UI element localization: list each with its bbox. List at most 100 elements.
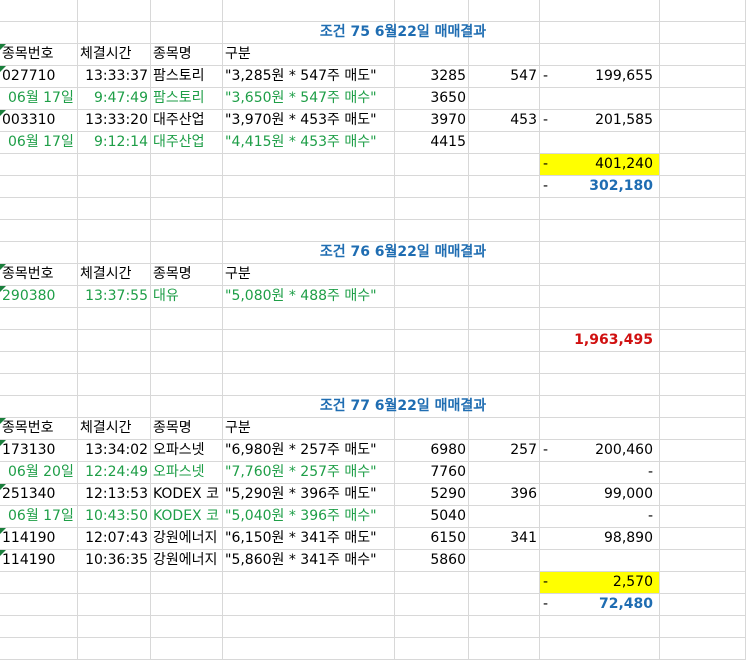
- cell[interactable]: [223, 352, 395, 374]
- cell[interactable]: [78, 572, 151, 594]
- cell[interactable]: [660, 572, 746, 594]
- cell[interactable]: [540, 286, 660, 308]
- cell[interactable]: [395, 176, 469, 198]
- cell[interactable]: [540, 418, 660, 440]
- cell[interactable]: [469, 154, 540, 176]
- cell[interactable]: [540, 550, 660, 572]
- cell[interactable]: 173130: [0, 440, 78, 462]
- cell[interactable]: [469, 242, 540, 264]
- cell[interactable]: "5,860원 * 341주 매수": [223, 550, 395, 572]
- cell[interactable]: 12:24:49: [78, 462, 151, 484]
- cell[interactable]: [540, 638, 660, 660]
- cell[interactable]: [540, 264, 660, 286]
- cell[interactable]: [223, 176, 395, 198]
- cell[interactable]: [469, 0, 540, 22]
- cell[interactable]: [78, 220, 151, 242]
- cell[interactable]: 4415: [395, 132, 469, 154]
- cell[interactable]: 구분: [223, 418, 395, 440]
- cell[interactable]: 팜스토리: [151, 88, 223, 110]
- cell[interactable]: [469, 220, 540, 242]
- cell[interactable]: 251340: [0, 484, 78, 506]
- cell[interactable]: "7,760원 * 257주 매수": [223, 462, 395, 484]
- cell[interactable]: - 200,460: [540, 440, 660, 462]
- cell[interactable]: [469, 88, 540, 110]
- cell[interactable]: [660, 330, 746, 352]
- cell[interactable]: [540, 616, 660, 638]
- cell[interactable]: [469, 638, 540, 660]
- cell[interactable]: 대유: [151, 286, 223, 308]
- cell[interactable]: [78, 176, 151, 198]
- cell[interactable]: [540, 308, 660, 330]
- cell[interactable]: "5,080원 * 488주 매수": [223, 286, 395, 308]
- cell[interactable]: [223, 330, 395, 352]
- cell[interactable]: [78, 396, 151, 418]
- cell[interactable]: "3,285원 * 547주 매도": [223, 66, 395, 88]
- cell[interactable]: [223, 0, 395, 22]
- cell[interactable]: [78, 154, 151, 176]
- cell[interactable]: [660, 638, 746, 660]
- cell[interactable]: [469, 572, 540, 594]
- cell[interactable]: "4,415원 * 453주 매수": [223, 132, 395, 154]
- cell[interactable]: [395, 374, 469, 396]
- cell[interactable]: [660, 88, 746, 110]
- cell[interactable]: 06월 17일: [0, 132, 78, 154]
- cell[interactable]: [395, 22, 469, 44]
- cell[interactable]: 3285: [395, 66, 469, 88]
- cell[interactable]: - 302,180: [540, 176, 660, 198]
- cell[interactable]: [395, 264, 469, 286]
- cell[interactable]: 1,963,495: [540, 330, 660, 352]
- cell[interactable]: [540, 132, 660, 154]
- cell[interactable]: KODEX 코: [151, 484, 223, 506]
- cell[interactable]: [395, 0, 469, 22]
- cell[interactable]: 06월 17일: [0, 506, 78, 528]
- cell[interactable]: [660, 264, 746, 286]
- cell[interactable]: [469, 44, 540, 66]
- cell[interactable]: [223, 220, 395, 242]
- cell[interactable]: [78, 352, 151, 374]
- cell[interactable]: [469, 286, 540, 308]
- cell[interactable]: 453: [469, 110, 540, 132]
- cell[interactable]: 10:43:50: [78, 506, 151, 528]
- cell[interactable]: "5,290원 * 396주 매도": [223, 484, 395, 506]
- cell[interactable]: [660, 528, 746, 550]
- cell[interactable]: [469, 594, 540, 616]
- cell[interactable]: [469, 418, 540, 440]
- cell[interactable]: [78, 198, 151, 220]
- cell[interactable]: [0, 594, 78, 616]
- cell[interactable]: [660, 66, 746, 88]
- cell[interactable]: 강원에너지: [151, 550, 223, 572]
- cell[interactable]: [0, 638, 78, 660]
- cell[interactable]: [223, 374, 395, 396]
- cell[interactable]: [223, 242, 395, 264]
- cell[interactable]: 341: [469, 528, 540, 550]
- cell[interactable]: [151, 396, 223, 418]
- cell[interactable]: 종목번호: [0, 264, 78, 286]
- cell[interactable]: 9:47:49: [78, 88, 151, 110]
- cell[interactable]: [540, 88, 660, 110]
- cell[interactable]: 13:37:55: [78, 286, 151, 308]
- cell[interactable]: [151, 242, 223, 264]
- cell[interactable]: [660, 198, 746, 220]
- cell[interactable]: [151, 352, 223, 374]
- cell[interactable]: [78, 616, 151, 638]
- cell[interactable]: [151, 330, 223, 352]
- cell[interactable]: 99,000: [540, 484, 660, 506]
- cell[interactable]: 13:34:02: [78, 440, 151, 462]
- cell[interactable]: [540, 44, 660, 66]
- cell[interactable]: [151, 638, 223, 660]
- cell[interactable]: [0, 352, 78, 374]
- cell[interactable]: [151, 374, 223, 396]
- cell[interactable]: [151, 154, 223, 176]
- cell[interactable]: "5,040원 * 396주 매수": [223, 506, 395, 528]
- cell[interactable]: [395, 638, 469, 660]
- cell[interactable]: [395, 572, 469, 594]
- cell[interactable]: 구분: [223, 264, 395, 286]
- cell[interactable]: [660, 220, 746, 242]
- cell[interactable]: "6,980원 * 257주 매도": [223, 440, 395, 462]
- cell[interactable]: [469, 308, 540, 330]
- cell[interactable]: - 401,240: [540, 154, 660, 176]
- cell[interactable]: -: [540, 506, 660, 528]
- cell[interactable]: [151, 220, 223, 242]
- cell[interactable]: 6150: [395, 528, 469, 550]
